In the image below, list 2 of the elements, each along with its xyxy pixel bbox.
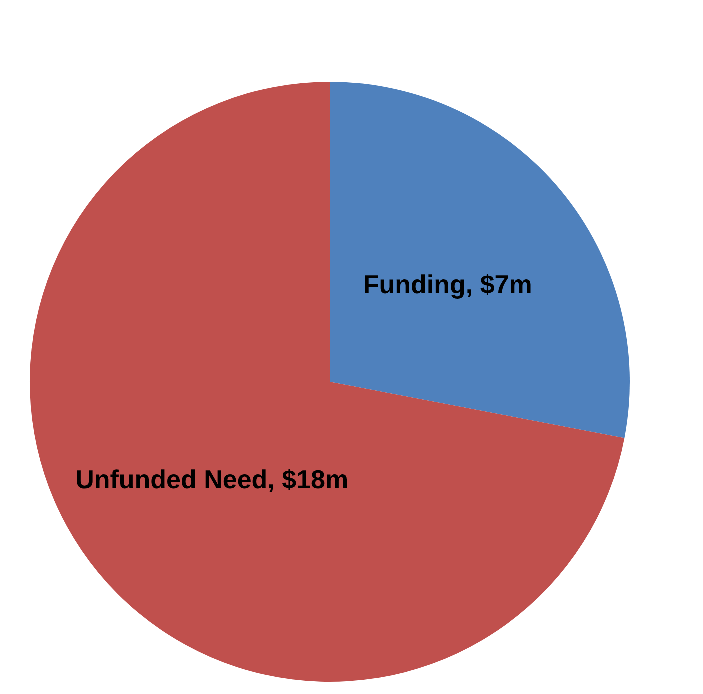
slice-label: Funding, $7m [363,269,532,300]
slice-label: Unfunded Need, $18m [76,464,349,495]
